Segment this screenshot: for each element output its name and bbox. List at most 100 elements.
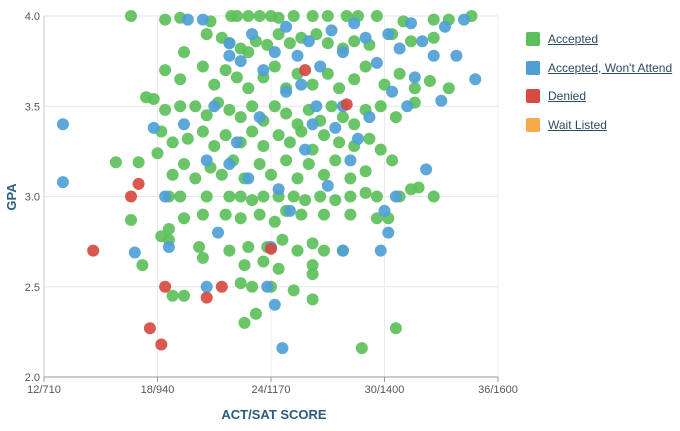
data-point — [386, 154, 399, 167]
data-point — [166, 289, 179, 302]
data-point — [318, 208, 330, 221]
data-point — [423, 75, 436, 87]
data-point — [257, 255, 270, 268]
data-point — [306, 10, 319, 22]
data-point — [196, 208, 209, 221]
data-point — [427, 49, 440, 62]
data-point — [363, 111, 376, 124]
data-point — [238, 316, 251, 329]
data-point — [178, 118, 190, 131]
data-point — [336, 111, 349, 124]
x-tick-label: 30/1400 — [365, 384, 405, 396]
data-point — [374, 244, 387, 257]
data-point — [212, 226, 224, 239]
y-tick-label: 2.5 — [25, 282, 40, 294]
data-point — [193, 241, 206, 253]
y-tick-label: 3.0 — [25, 192, 40, 204]
data-point — [200, 190, 213, 203]
y-tick-label: 3.5 — [25, 101, 40, 113]
data-point — [223, 244, 236, 257]
data-point — [162, 241, 175, 253]
legend-item-accepted-wont-attend[interactable]: Accepted, Won't Attend — [526, 59, 672, 77]
data-point — [268, 215, 281, 228]
data-point — [310, 28, 323, 41]
data-point — [268, 298, 281, 311]
legend-label-accepted: Accepted — [548, 32, 599, 46]
legend-swatch-accepted-wont-attend — [526, 60, 540, 75]
data-point — [215, 168, 228, 181]
data-point — [238, 259, 251, 272]
data-point — [200, 154, 213, 167]
data-point — [246, 194, 259, 207]
data-point — [196, 60, 209, 73]
data-point — [257, 190, 270, 203]
data-point — [389, 111, 402, 124]
data-point — [416, 35, 429, 48]
data-point — [291, 49, 304, 62]
legend-item-denied[interactable]: Denied — [526, 87, 672, 105]
data-point — [314, 190, 327, 203]
data-point — [344, 208, 357, 221]
data-point — [166, 168, 179, 181]
y-tick-label: 2.0 — [25, 372, 40, 384]
data-point — [352, 132, 364, 145]
data-point — [280, 20, 293, 33]
data-point — [181, 132, 194, 145]
data-point — [458, 13, 470, 26]
data-point — [196, 13, 209, 26]
data-point — [348, 118, 361, 131]
data-point — [253, 10, 266, 22]
data-point — [234, 111, 247, 124]
data-point — [246, 28, 259, 41]
data-point — [329, 121, 342, 134]
data-point — [408, 71, 421, 84]
x-axis-title: ACT/SAT SCORE — [221, 407, 327, 422]
legend-item-accepted[interactable]: Accepted — [526, 30, 672, 48]
legend-label-wait-listed: Wait Listed — [548, 117, 607, 132]
x-tick-label: 12/710 — [27, 384, 61, 396]
data-point — [363, 132, 376, 145]
data-point — [230, 10, 243, 22]
data-point — [325, 100, 338, 113]
data-point — [242, 241, 255, 253]
data-point — [370, 212, 383, 225]
data-point — [318, 168, 330, 181]
data-point — [329, 154, 342, 167]
data-point — [246, 100, 259, 113]
data-point — [174, 73, 187, 86]
data-point — [306, 78, 319, 91]
data-point — [128, 246, 141, 259]
data-point — [295, 78, 308, 91]
series-2 — [87, 64, 353, 351]
data-point — [196, 125, 209, 138]
data-point — [389, 190, 402, 203]
data-point — [253, 208, 266, 221]
legend-swatch-wait-listed — [526, 117, 540, 132]
data-point — [374, 143, 387, 156]
data-point — [230, 136, 243, 149]
data-point — [348, 17, 361, 30]
data-point — [336, 46, 349, 59]
data-point — [427, 31, 440, 44]
data-point — [344, 172, 357, 185]
tick-labels: 2.0 2.5 3.0 3.5 4.0 12/710 18/940 24/1170 30/140… — [25, 11, 518, 396]
data-point — [276, 233, 289, 246]
x-tick-label: 36/1600 — [478, 384, 518, 396]
data-point — [344, 154, 357, 167]
data-point — [143, 322, 156, 335]
legend-item-wait-listed[interactable]: Wait Listed — [526, 116, 672, 134]
legend-swatch-denied — [526, 89, 540, 103]
data-point — [340, 98, 353, 111]
data-point — [159, 13, 172, 26]
data-point — [223, 103, 236, 116]
data-point — [181, 13, 194, 26]
data-point — [299, 64, 312, 77]
data-point — [189, 172, 202, 185]
data-point — [329, 194, 342, 207]
data-point — [109, 156, 122, 169]
y-tick-label: 4.0 — [25, 11, 40, 23]
data-point — [370, 190, 383, 203]
data-point — [166, 136, 179, 149]
data-point — [223, 158, 236, 170]
